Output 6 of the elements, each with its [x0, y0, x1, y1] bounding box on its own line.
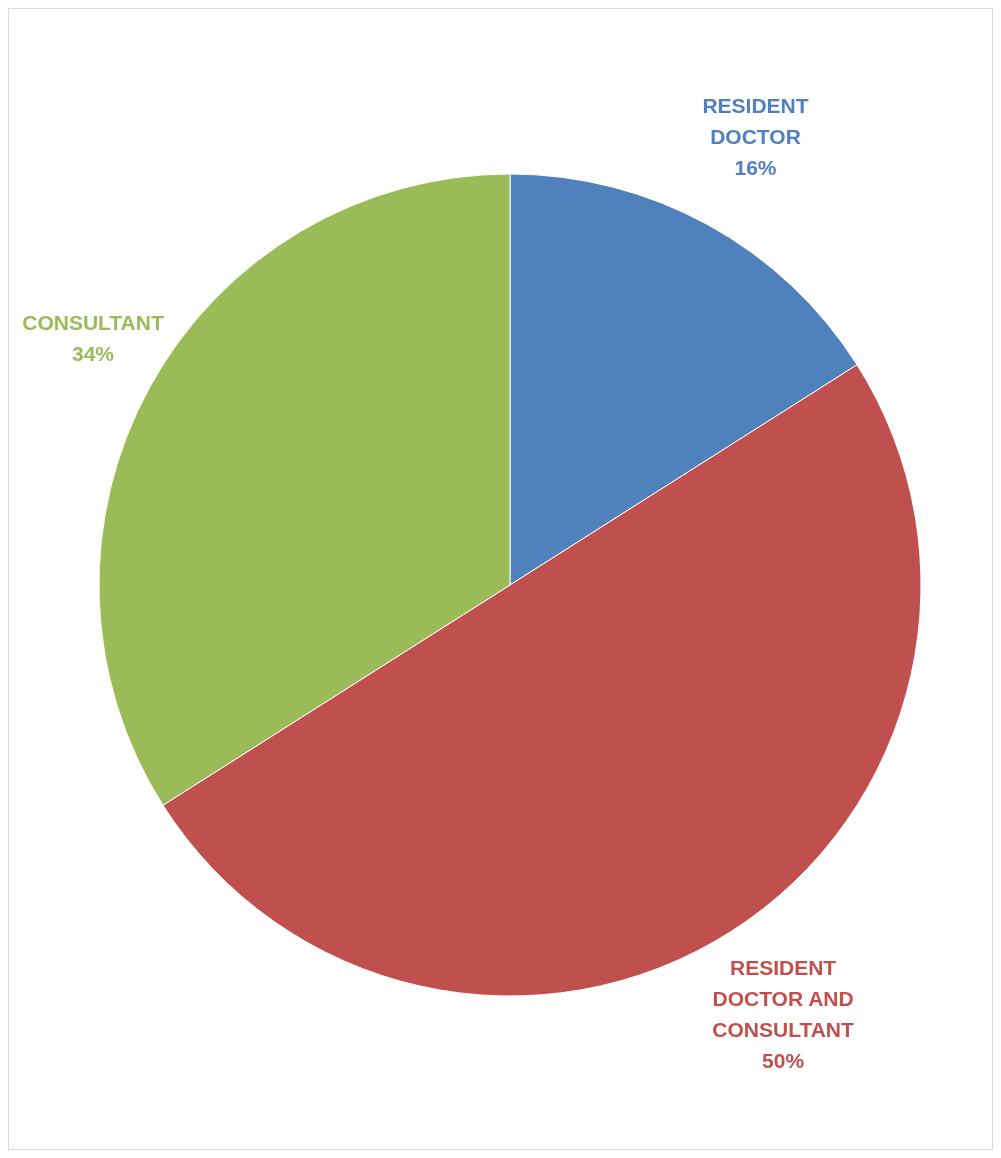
slice-label: RESIDENT DOCTOR — [702, 93, 809, 148]
data-label: 16% — [734, 155, 777, 179]
slice-label: CONSULTANT — [22, 310, 164, 334]
slice-label: RESIDENT DOCTOR AND CONSULTANT — [712, 955, 855, 1041]
data-label: 34% — [71, 341, 115, 365]
data-label: 50% — [762, 1048, 805, 1072]
